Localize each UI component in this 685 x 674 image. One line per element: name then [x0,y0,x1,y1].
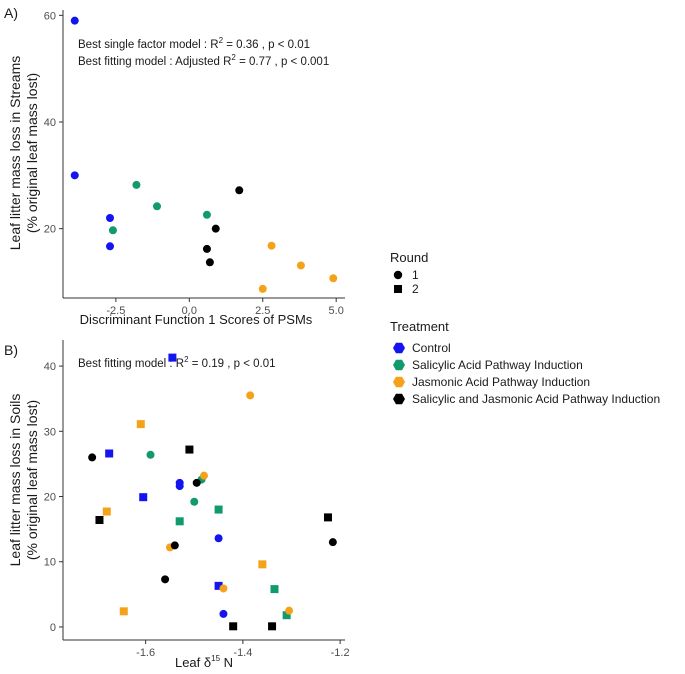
legend-treatment-label: Salicylic and Jasmonic Acid Pathway Indu… [412,392,660,406]
panel-a-annotation-1: Best single factor model : R2 = 0.36 , p… [78,36,310,51]
data-point [105,449,114,458]
data-point [153,202,161,211]
data-point [211,224,220,233]
y-tick-label: 40 [44,117,56,129]
data-point [328,538,337,547]
data-point [202,210,211,219]
legend-treatment-marker [393,393,405,405]
legend-round-1-marker [393,270,403,280]
y-tick-label: 60 [44,10,56,22]
data-point [246,391,255,400]
panel-a-annotation-2: Best fitting model : Adjusted R2 = 0.77 … [78,53,329,68]
data-point [106,214,114,222]
panel-a-ylabel: Leaf litter mass loss in Streams (% orig… [7,56,40,251]
data-point [282,611,291,620]
legend-round: Round 1 2 [390,250,428,296]
legend-treatment-title: Treatment [390,319,449,334]
legend-round-2-marker [394,285,402,293]
x-tick-label: 5.0 [329,305,344,317]
data-point [323,513,332,522]
data-point [108,226,117,235]
y-tick-label: 20 [44,492,56,504]
data-point [214,505,223,514]
data-point [136,420,145,429]
data-point [235,186,244,195]
legend-treatment-label: Jasmonic Acid Pathway Induction [412,375,590,389]
legend-round-1-label: 1 [412,268,419,282]
data-point [106,242,114,251]
panel-a-label: A) [4,5,18,21]
data-point [185,445,194,454]
legend-treatment-marker [393,376,405,388]
data-point [270,585,279,594]
data-point [219,609,228,618]
y-tick-label: 30 [44,426,56,438]
x-tick-label: -2.5 [106,305,125,317]
legend-treatment-marker [393,359,405,371]
data-point [139,493,148,502]
data-point [132,180,141,189]
panel-a-points [70,16,338,293]
data-point [205,258,214,267]
legend-treatment-label: Control [412,341,451,355]
panel-a-ylabel-line2: (% original leaf mass lost) [24,73,40,233]
data-point [268,622,277,631]
data-point [192,478,201,487]
legend-treatment: Treatment Control Salicylic Acid Pathway … [390,319,660,406]
x-tick-label: 2.5 [255,305,270,317]
data-point [70,171,79,180]
data-point [175,478,184,487]
data-point [267,241,276,250]
data-point [70,16,79,25]
data-point [214,581,223,590]
data-point [229,622,238,631]
data-point [285,606,294,615]
panel-a: A) Leaf litter mass loss in Streams (% o… [4,5,345,327]
data-point [170,541,179,550]
legend-round-2-label: 2 [412,282,419,296]
data-point [329,274,338,283]
panel-b-annotation: Best fitting model : R2 = 0.19 , p < 0.0… [78,355,276,370]
data-point [175,517,184,526]
y-tick-label: 40 [44,361,56,373]
data-point [161,575,170,584]
data-point [258,284,267,293]
panel-b-label: B) [4,342,18,358]
y-tick-label: 10 [44,557,56,569]
data-point [102,507,111,516]
data-point [95,516,104,524]
panel-b-xlabel: Leaf δ15 N [175,654,233,670]
x-tick-label: -1.4 [233,647,252,659]
data-point [200,471,208,480]
legend-treatment-marker [393,342,405,354]
x-tick-label: -1.2 [331,647,350,659]
data-point [214,534,223,543]
data-point [219,584,228,593]
data-point [119,607,128,616]
x-tick-label: 0.0 [182,305,197,317]
data-point [202,244,211,253]
panel-a-ylabel-line1: Leaf litter mass loss in Streams [7,56,23,251]
legend-round-title: Round [390,250,428,265]
panel-b-ylabel: Leaf litter mass loss in Soils (% origin… [7,394,40,567]
legend-treatment-label: Salicylic Acid Pathway Induction [412,358,583,372]
panel-b-ylabel-line2: (% original leaf mass lost) [24,400,40,560]
data-point [296,261,305,270]
y-tick-label: 20 [44,224,56,236]
x-tick-label: -1.6 [136,647,155,659]
data-point [146,450,155,459]
panel-b: B) Leaf litter mass loss in Soils (% ori… [4,340,350,670]
panel-a-xlabel: Discriminant Function 1 Scores of PSMs [80,312,313,327]
data-point [168,353,177,362]
data-point [88,453,97,462]
panel-b-ylabel-line1: Leaf litter mass loss in Soils [7,394,23,567]
data-point [258,560,267,569]
data-point [190,497,199,506]
panel-b-points [88,353,337,631]
y-tick-label: 0 [50,622,56,634]
